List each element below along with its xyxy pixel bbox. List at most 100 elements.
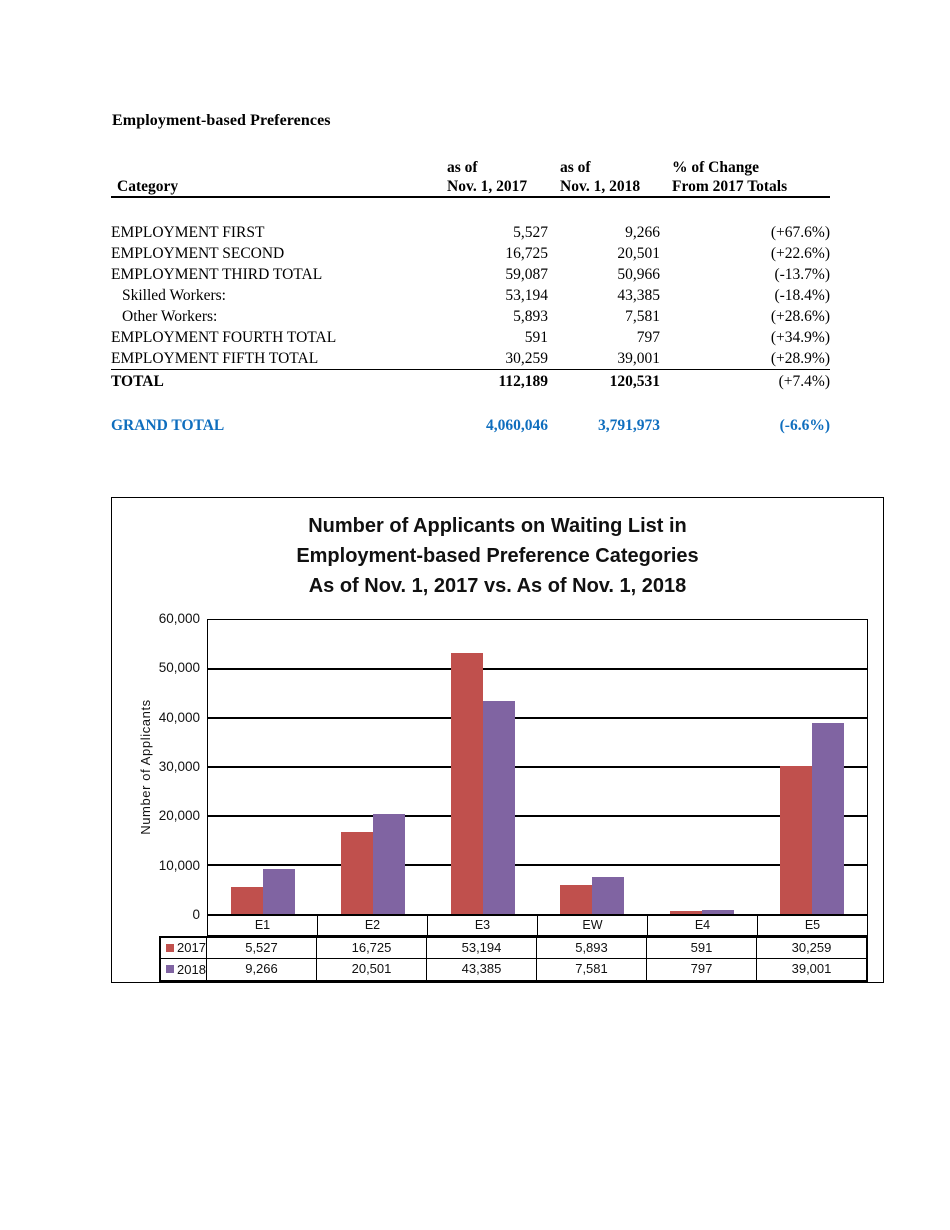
table-row: EMPLOYMENT FIRST 5,527 9,266 (+67.6%) (111, 222, 830, 243)
bar-group-e5 (757, 620, 867, 914)
row-change-value: (+28.9%) (660, 348, 830, 370)
row-2017-value: 112,189 (498, 373, 548, 390)
bars-layer (208, 620, 867, 914)
gridline (208, 815, 867, 817)
bar-2017-e4 (670, 911, 703, 914)
column-header-2017: as of Nov. 1, 2017 (431, 150, 548, 198)
category-axis: E1 E2 E3 EW E4 E5 (207, 914, 868, 936)
bar-2017-ew (560, 885, 593, 914)
category-label-e4: E4 (648, 915, 758, 935)
preferences-table: Category as of Nov. 1, 2017 as of Nov. 1… (111, 150, 830, 437)
row-change-value: (+28.6%) (770, 308, 830, 325)
bar-2018-e1 (262, 868, 295, 914)
value-2017-ew: 5,893 (537, 937, 647, 958)
table-header-row: Category as of Nov. 1, 2017 as of Nov. 1… (111, 150, 830, 198)
value-2018-e5: 39,001 (791, 961, 832, 976)
value-2017-e5: 30,259 (791, 939, 832, 955)
value-2018-e2: 20,501 (317, 959, 427, 980)
row-2018-value: 43,385 (617, 287, 660, 304)
gridline (208, 864, 867, 866)
legend-key-2018: 2018 (161, 959, 207, 980)
y-tick-label: 50,000 (158, 660, 200, 676)
gridline (208, 668, 867, 670)
value-2018-ew: 7,581 (537, 959, 647, 980)
row-2018-value: 20,501 (617, 245, 660, 262)
plot-area (207, 619, 868, 915)
row-change-value: (-18.4%) (774, 287, 830, 304)
bar-2018-e3 (482, 701, 515, 914)
table-spacer-row (111, 394, 830, 414)
value-2017-e1: 5,527 (207, 937, 317, 958)
bar-group-e4 (647, 620, 757, 914)
column-header-2018: as of Nov. 1, 2018 (548, 150, 660, 198)
row-category: EMPLOYMENT FIRST (111, 224, 265, 241)
column-header-change: % of Change From 2017 Totals (660, 150, 830, 198)
row-change-value: (+22.6%) (770, 245, 830, 262)
bar-group-e1 (208, 620, 318, 914)
row-change-value: (-6.6%) (779, 417, 830, 434)
category-label-ew: EW (538, 915, 648, 935)
row-category: EMPLOYMENT FIFTH TOTAL (111, 348, 431, 370)
table-row: EMPLOYMENT FOURTH TOTAL 591 797 (+34.9%) (111, 327, 830, 348)
row-change-value: (-13.7%) (774, 266, 830, 283)
y-tick-label: 30,000 (158, 759, 200, 774)
y-tick-label: 10,000 (158, 857, 200, 873)
row-category: GRAND TOTAL (111, 417, 225, 434)
bar-2017-e5 (780, 765, 813, 914)
category-label-e5: E5 (804, 917, 821, 932)
category-label-e3: E3 (428, 915, 538, 935)
row-2018-value: 50,966 (617, 266, 660, 283)
data-table-row-2018: 2018 9,266 20,501 43,385 7,581 797 39,001 (161, 958, 866, 980)
y-tick-label: 60,000 (158, 611, 200, 626)
legend-key-2017: 2017 (161, 937, 207, 958)
row-2018-value: 7,581 (625, 308, 660, 325)
row-change-value: (+34.9%) (770, 329, 830, 346)
row-category: Other Workers: (122, 308, 218, 325)
row-2017-value: 53,194 (505, 287, 548, 304)
table-row: EMPLOYMENT THIRD TOTAL 59,087 50,966 (-13.7… (111, 264, 830, 285)
legend-label-2018: 2018 (177, 961, 206, 977)
row-category: EMPLOYMENT SECOND (111, 245, 285, 262)
gridline (208, 717, 867, 719)
row-2018-value: 797 (636, 329, 660, 346)
legend-label-2017: 2017 (177, 940, 206, 956)
table-row: EMPLOYMENT FIFTH TOTAL 30,259 39,001 (+28.9… (111, 348, 830, 370)
row-2018-value: 120,531 (609, 373, 660, 390)
y-tick-label: 20,000 (158, 808, 200, 824)
row-2018-value: 3,791,973 (598, 417, 660, 434)
table-row: Skilled Workers: 53,194 43,385 (-18.4%) (111, 285, 830, 306)
bar-2018-ew (592, 876, 625, 914)
row-2018-value: 9,266 (625, 224, 660, 241)
table-spacer-row (111, 197, 830, 222)
row-2017-value: 591 (524, 329, 548, 346)
row-2017-value: 4,060,046 (486, 417, 548, 434)
table-row: EMPLOYMENT SECOND 16,725 20,501 (+22.6%) (111, 243, 830, 264)
bar-2018-e5 (812, 722, 845, 914)
chart-title: Number of Applicants on Waiting List in … (296, 515, 699, 597)
row-2017-value: 30,259 (431, 348, 548, 370)
value-2017-e4: 591 (647, 937, 757, 958)
row-category: Skilled Workers: (122, 287, 226, 304)
y-tick-label: 40,000 (158, 709, 200, 725)
row-2018-value: 39,001 (548, 348, 660, 370)
legend-swatch-2018 (166, 965, 174, 974)
row-category: EMPLOYMENT THIRD TOTAL (111, 266, 323, 283)
row-change-value: (+7.4%) (778, 373, 830, 390)
table-row: TOTAL 112,189 120,531 (+7.4%) (111, 370, 830, 395)
chart: Number of Applicants on Waiting List in … (111, 497, 884, 983)
bar-group-e2 (318, 620, 428, 914)
table-row: Other Workers: 5,893 7,581 (+28.6%) (111, 306, 830, 327)
value-2018-e3: 43,385 (427, 959, 537, 980)
gridline (208, 766, 867, 768)
bar-2017-e3 (450, 653, 483, 914)
bar-2017-e2 (340, 832, 373, 914)
row-change-value: (+67.6%) (770, 224, 830, 241)
value-2017-e3: 53,194 (427, 937, 537, 958)
y-tick-label: 0 (192, 907, 200, 922)
bar-2018-e4 (702, 910, 735, 914)
row-2017-value: 16,725 (505, 245, 548, 262)
bar-2018-e2 (372, 813, 405, 914)
bar-2017-e1 (230, 886, 263, 914)
category-label-e2: E2 (318, 915, 428, 935)
